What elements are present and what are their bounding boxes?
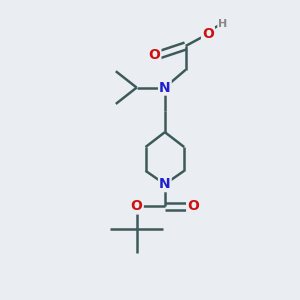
Text: O: O <box>131 200 142 214</box>
Text: N: N <box>159 81 171 94</box>
Text: O: O <box>202 27 214 41</box>
Text: N: N <box>159 177 171 191</box>
Text: H: H <box>218 19 227 29</box>
Text: O: O <box>148 48 160 62</box>
Text: O: O <box>187 200 199 214</box>
